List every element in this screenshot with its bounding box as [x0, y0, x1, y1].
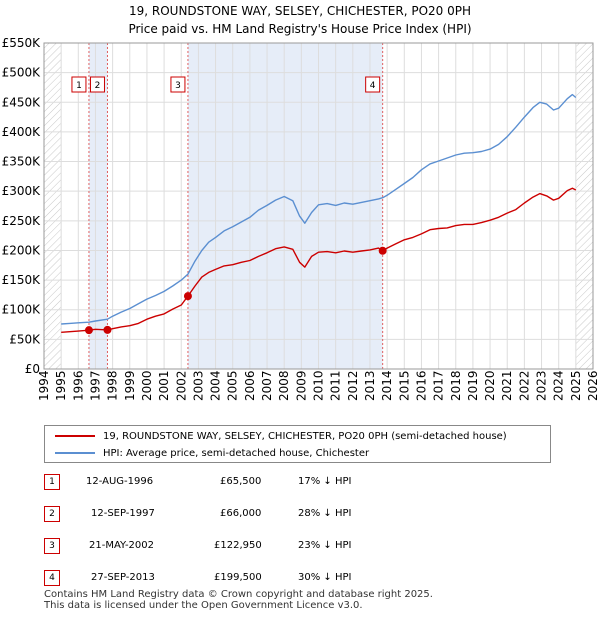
transaction-label: 1	[76, 81, 82, 91]
sale-hpi-diff: 30% ↓ HPI	[298, 572, 352, 583]
footer-copyright: Contains HM Land Registry data © Crown c…	[44, 589, 433, 600]
x-tick-label: 2011	[329, 370, 343, 401]
x-tick-label: 2014	[380, 370, 394, 401]
table-row: 2 12-SEP-1997 £66,000 28% ↓ HPI	[44, 506, 404, 524]
transaction-label: 4	[370, 81, 376, 91]
sale-hpi-diff: 28% ↓ HPI	[298, 508, 352, 519]
sale-price: £199,500	[214, 572, 262, 583]
x-tick-label: 2019	[466, 370, 480, 401]
table-row: 3 21-MAY-2002 £122,950 23% ↓ HPI	[44, 538, 404, 556]
transaction-point	[378, 246, 387, 255]
x-tick-label: 2002	[174, 370, 188, 401]
x-tick-label: 2017	[432, 370, 446, 401]
x-tick-label: 2015	[397, 370, 411, 401]
x-tick-label: 2009	[294, 370, 308, 401]
x-tick-label: 2010	[312, 370, 326, 401]
x-tick-label: 2026	[586, 370, 600, 401]
y-tick-label: £150K	[2, 273, 42, 287]
legend: 19, ROUNDSTONE WAY, SELSEY, CHICHESTER, …	[44, 425, 551, 463]
x-tick-label: 2023	[535, 370, 549, 401]
x-tick-label: 2018	[449, 370, 463, 401]
x-tick-label: 2012	[346, 370, 360, 401]
transaction-point	[103, 325, 112, 334]
x-tick-label: 2008	[277, 370, 291, 401]
x-tick-label: 2021	[500, 370, 514, 401]
sale-date: 21-MAY-2002	[89, 540, 155, 551]
transaction-label-box	[365, 76, 381, 93]
series-line-hpi	[61, 93, 577, 325]
y-tick-label: £450K	[2, 95, 42, 109]
sale-date: 12-AUG-1996	[86, 476, 154, 487]
footer-licence: This data is licensed under the Open Gov…	[44, 600, 363, 611]
sale-hpi-diff: 17% ↓ HPI	[298, 476, 352, 487]
sale-marker-box: 3	[44, 538, 60, 554]
ownership-period-shade	[88, 43, 108, 369]
transaction-label: 3	[175, 81, 181, 91]
sale-date: 27-SEP-2013	[91, 572, 155, 583]
x-tick-label: 2022	[517, 370, 531, 401]
plot-frame	[43, 42, 594, 370]
x-tick-label: 1996	[71, 370, 85, 401]
y-tick-label: £350K	[2, 155, 42, 169]
legend-label-property: 19, ROUNDSTONE WAY, SELSEY, CHICHESTER, …	[103, 430, 507, 442]
transaction-label-box	[89, 76, 105, 93]
sale-date: 12-SEP-1997	[91, 508, 155, 519]
no-data-hatch	[44, 43, 62, 369]
sale-price: £65,500	[220, 476, 262, 487]
series-line-property	[61, 187, 577, 333]
sale-price: £66,000	[220, 508, 262, 519]
y-tick-label: £300K	[2, 184, 42, 198]
sale-marker-box: 4	[44, 570, 60, 586]
chart-title: 19, ROUNDSTONE WAY, SELSEY, CHICHESTER, …	[128, 4, 472, 18]
x-tick-label: 2004	[209, 370, 223, 401]
sale-price: £122,950	[214, 540, 262, 551]
no-data-hatch	[575, 43, 593, 369]
y-tick-label: £0	[25, 362, 40, 376]
table-row: 1 12-AUG-1996 £65,500 17% ↓ HPI	[44, 474, 404, 492]
x-tick-label: 2007	[260, 370, 274, 401]
x-tick-label: 1997	[88, 370, 102, 401]
ownership-period-shade	[187, 43, 383, 369]
y-tick-label: £50K	[9, 332, 41, 346]
x-tick-label: 2025	[569, 370, 583, 401]
transaction-label: 2	[95, 81, 101, 91]
x-tick-label: 2024	[552, 370, 566, 401]
transaction-label-box	[170, 76, 186, 93]
x-tick-label: 1995	[54, 370, 68, 401]
x-tick-label: 2005	[226, 370, 240, 401]
sale-hpi-diff: 23% ↓ HPI	[298, 540, 352, 551]
price-chart: 1 2 3 4 £0 £50K £100K £150K £200K £250K £300K £350K…	[2, 36, 600, 401]
x-tick-label: 1998	[106, 370, 120, 401]
legend-label-hpi: HPI: Average price, semi-detached house,…	[103, 447, 370, 459]
legend-item-property: 19, ROUNDSTONE WAY, SELSEY, CHICHESTER, …	[55, 428, 507, 444]
sale-marker-box: 1	[44, 474, 60, 490]
x-tick-label: 2013	[363, 370, 377, 401]
x-tick-label: 2020	[483, 370, 497, 401]
x-tick-label: 2016	[414, 370, 428, 401]
y-tick-label: £500K	[2, 66, 42, 80]
chart-subtitle: Price paid vs. HM Land Registry's House …	[128, 22, 472, 36]
x-tick-label: 1994	[37, 370, 51, 401]
x-tick-label: 2000	[140, 370, 154, 401]
transaction-point	[183, 292, 192, 301]
transaction-point	[84, 326, 93, 335]
y-tick-label: £400K	[2, 125, 42, 139]
y-tick-label: £550K	[2, 36, 42, 50]
x-tick-label: 1999	[123, 370, 137, 401]
legend-swatch-property	[55, 435, 95, 437]
x-tick-label: 2006	[243, 370, 257, 401]
transaction-label-box	[71, 76, 87, 93]
y-tick-label: £200K	[2, 243, 42, 257]
legend-item-hpi: HPI: Average price, semi-detached house,…	[55, 445, 369, 461]
legend-swatch-hpi	[55, 452, 95, 454]
footer: Contains HM Land Registry data © Crown c…	[44, 589, 433, 611]
x-tick-label: 2001	[157, 370, 171, 401]
sale-marker-box: 2	[44, 506, 60, 522]
table-row: 4 27-SEP-2013 £199,500 30% ↓ HPI	[44, 570, 404, 588]
y-tick-label: £250K	[2, 214, 42, 228]
x-tick-label: 2003	[191, 370, 205, 401]
y-tick-label: £100K	[2, 303, 42, 317]
